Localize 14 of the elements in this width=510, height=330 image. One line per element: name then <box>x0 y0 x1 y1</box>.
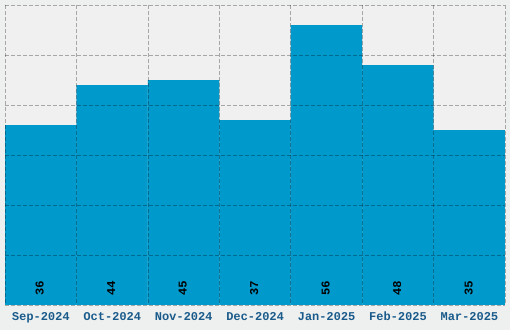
data-label: 37 <box>248 280 262 295</box>
data-label: 36 <box>34 280 48 295</box>
x-tick-label: Dec-2024 <box>226 310 284 324</box>
data-label: 45 <box>176 280 191 295</box>
x-tick-label: Mar-2025 <box>440 310 498 324</box>
data-label: 44 <box>105 280 120 295</box>
x-tick-label: Jan-2025 <box>298 310 356 324</box>
x-tick-label: Nov-2024 <box>154 310 212 324</box>
data-label: 56 <box>319 280 334 295</box>
data-label: 35 <box>462 280 476 295</box>
x-tick-label: Oct-2024 <box>83 310 141 324</box>
x-tick-label: Feb-2025 <box>369 310 427 324</box>
x-tick-label: Sep-2024 <box>12 310 70 324</box>
data-label: 48 <box>390 280 405 295</box>
